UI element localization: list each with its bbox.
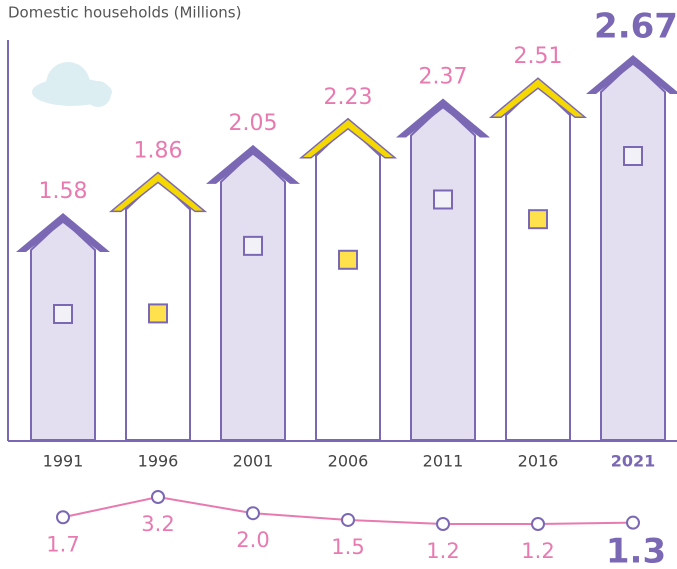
value-label: 1.2	[426, 539, 459, 563]
value-label: 2.51	[514, 44, 563, 69]
value-label: 2.23	[324, 85, 373, 110]
point	[531, 517, 545, 531]
cloud	[32, 62, 112, 107]
value-label: 1.2	[521, 539, 554, 563]
roof	[206, 144, 300, 184]
house	[30, 218, 96, 441]
value-label: 2.37	[419, 64, 468, 89]
house	[600, 60, 666, 441]
x-tick-label: 1991	[43, 452, 84, 471]
x-tick-label: 2006	[328, 452, 369, 471]
roof	[488, 77, 588, 118]
value-label: 1.3	[606, 532, 666, 569]
value-label: 1.5	[331, 535, 364, 559]
chart-title: Domestic households (Millions)	[8, 4, 241, 22]
value-label: 1.58	[39, 179, 88, 204]
point	[56, 510, 70, 525]
roof	[108, 171, 208, 213]
roof	[298, 117, 398, 159]
window	[243, 235, 263, 256]
roof	[586, 55, 677, 94]
house	[410, 104, 476, 441]
point	[151, 490, 165, 504]
point	[436, 517, 450, 531]
window	[53, 304, 73, 324]
window	[623, 146, 643, 166]
roof	[16, 213, 110, 252]
value-label: 3.2	[141, 512, 174, 536]
point	[341, 512, 355, 527]
x-tick-label: 2001	[233, 452, 274, 471]
value-label: 2.05	[229, 111, 278, 136]
window	[148, 303, 168, 324]
house	[315, 124, 381, 441]
x-tick-label: 1996	[138, 452, 179, 471]
point	[246, 506, 260, 521]
value-label: 1.86	[134, 138, 183, 163]
point	[626, 515, 640, 530]
value-label: 2.0	[236, 528, 269, 552]
window	[338, 249, 358, 270]
window	[433, 189, 453, 210]
window	[528, 209, 548, 230]
value-label: 2.67	[594, 7, 677, 47]
x-tick-label: 2021	[611, 452, 656, 471]
roof	[396, 98, 490, 138]
house	[505, 83, 571, 441]
value-label: 1.7	[46, 532, 79, 556]
house	[220, 150, 286, 441]
x-tick-label: 2011	[423, 452, 464, 471]
x-tick-label: 2016	[518, 452, 559, 471]
